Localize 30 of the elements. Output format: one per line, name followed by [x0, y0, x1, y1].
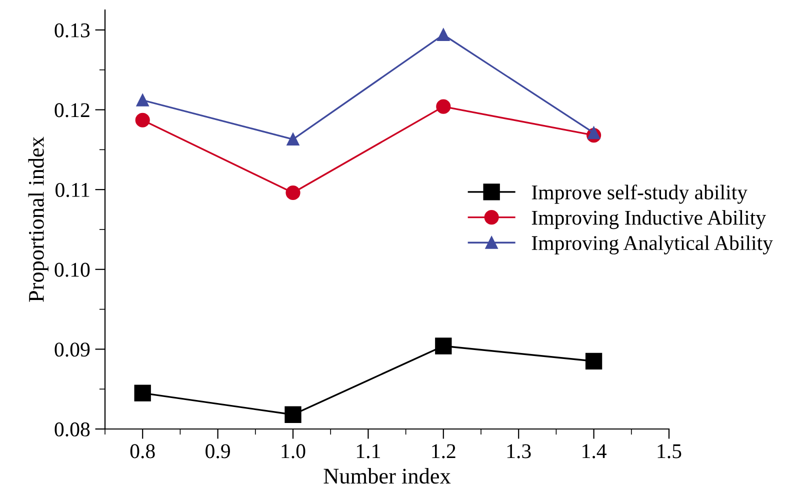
point [588, 126, 600, 140]
point [435, 338, 452, 354]
point [134, 384, 151, 402]
x-tick-label: 1.5 [658, 444, 682, 458]
x-tick-label: 0.8 [130, 444, 155, 458]
x-tick-label: 1.3 [507, 444, 531, 458]
point [437, 28, 450, 41]
y-tick-label: 0.09 [54, 342, 90, 357]
y-tick-label: 0.08 [54, 422, 90, 437]
y-axis-title: Proportional index [28, 136, 48, 302]
x-tick-label: 1.4 [582, 444, 606, 458]
point [284, 406, 302, 423]
y-tick-label: 0.10 [54, 262, 90, 277]
legend-label: Improving Analytical Ability [532, 235, 773, 254]
x-axis-title: Number index [324, 468, 451, 484]
x-tick-label: 1.0 [282, 444, 306, 458]
legend-label: Improving Inductive Ability [532, 210, 766, 230]
point [585, 352, 602, 370]
y-tick-label: 0.13 [54, 23, 90, 38]
y-tick-label: 0.12 [54, 103, 90, 118]
point [286, 185, 300, 200]
point [436, 99, 451, 114]
legend-label: Improve self-study ability [532, 184, 748, 204]
point [136, 94, 149, 106]
y-tick-label: 0.11 [56, 182, 90, 198]
x-tick-label: 1.1 [357, 444, 380, 458]
x-tick-label: 0.9 [206, 444, 230, 458]
x-tick-label: 1.2 [432, 444, 456, 458]
point [286, 133, 300, 146]
point [135, 112, 150, 128]
